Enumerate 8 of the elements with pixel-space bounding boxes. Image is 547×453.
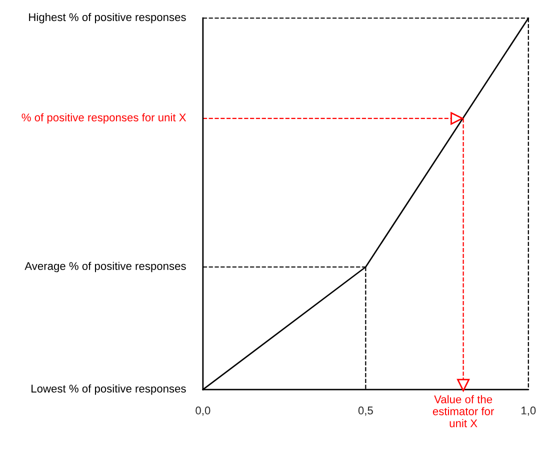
series-label: Average % of positive responses: [24, 262, 186, 272]
series-label: Lowest % of positive responses: [32, 384, 186, 395]
x-tick-label: 0,5: [358, 406, 373, 416]
legend-label: Value of the estimator for unit X: [432, 395, 494, 428]
series-label: Highest % of positive responses: [29, 12, 186, 24]
x-tick-label: 0,0: [196, 406, 210, 416]
x-tick-label: 1,0: [522, 406, 536, 416]
series-label: % of positive responses for unit X: [22, 113, 186, 124]
